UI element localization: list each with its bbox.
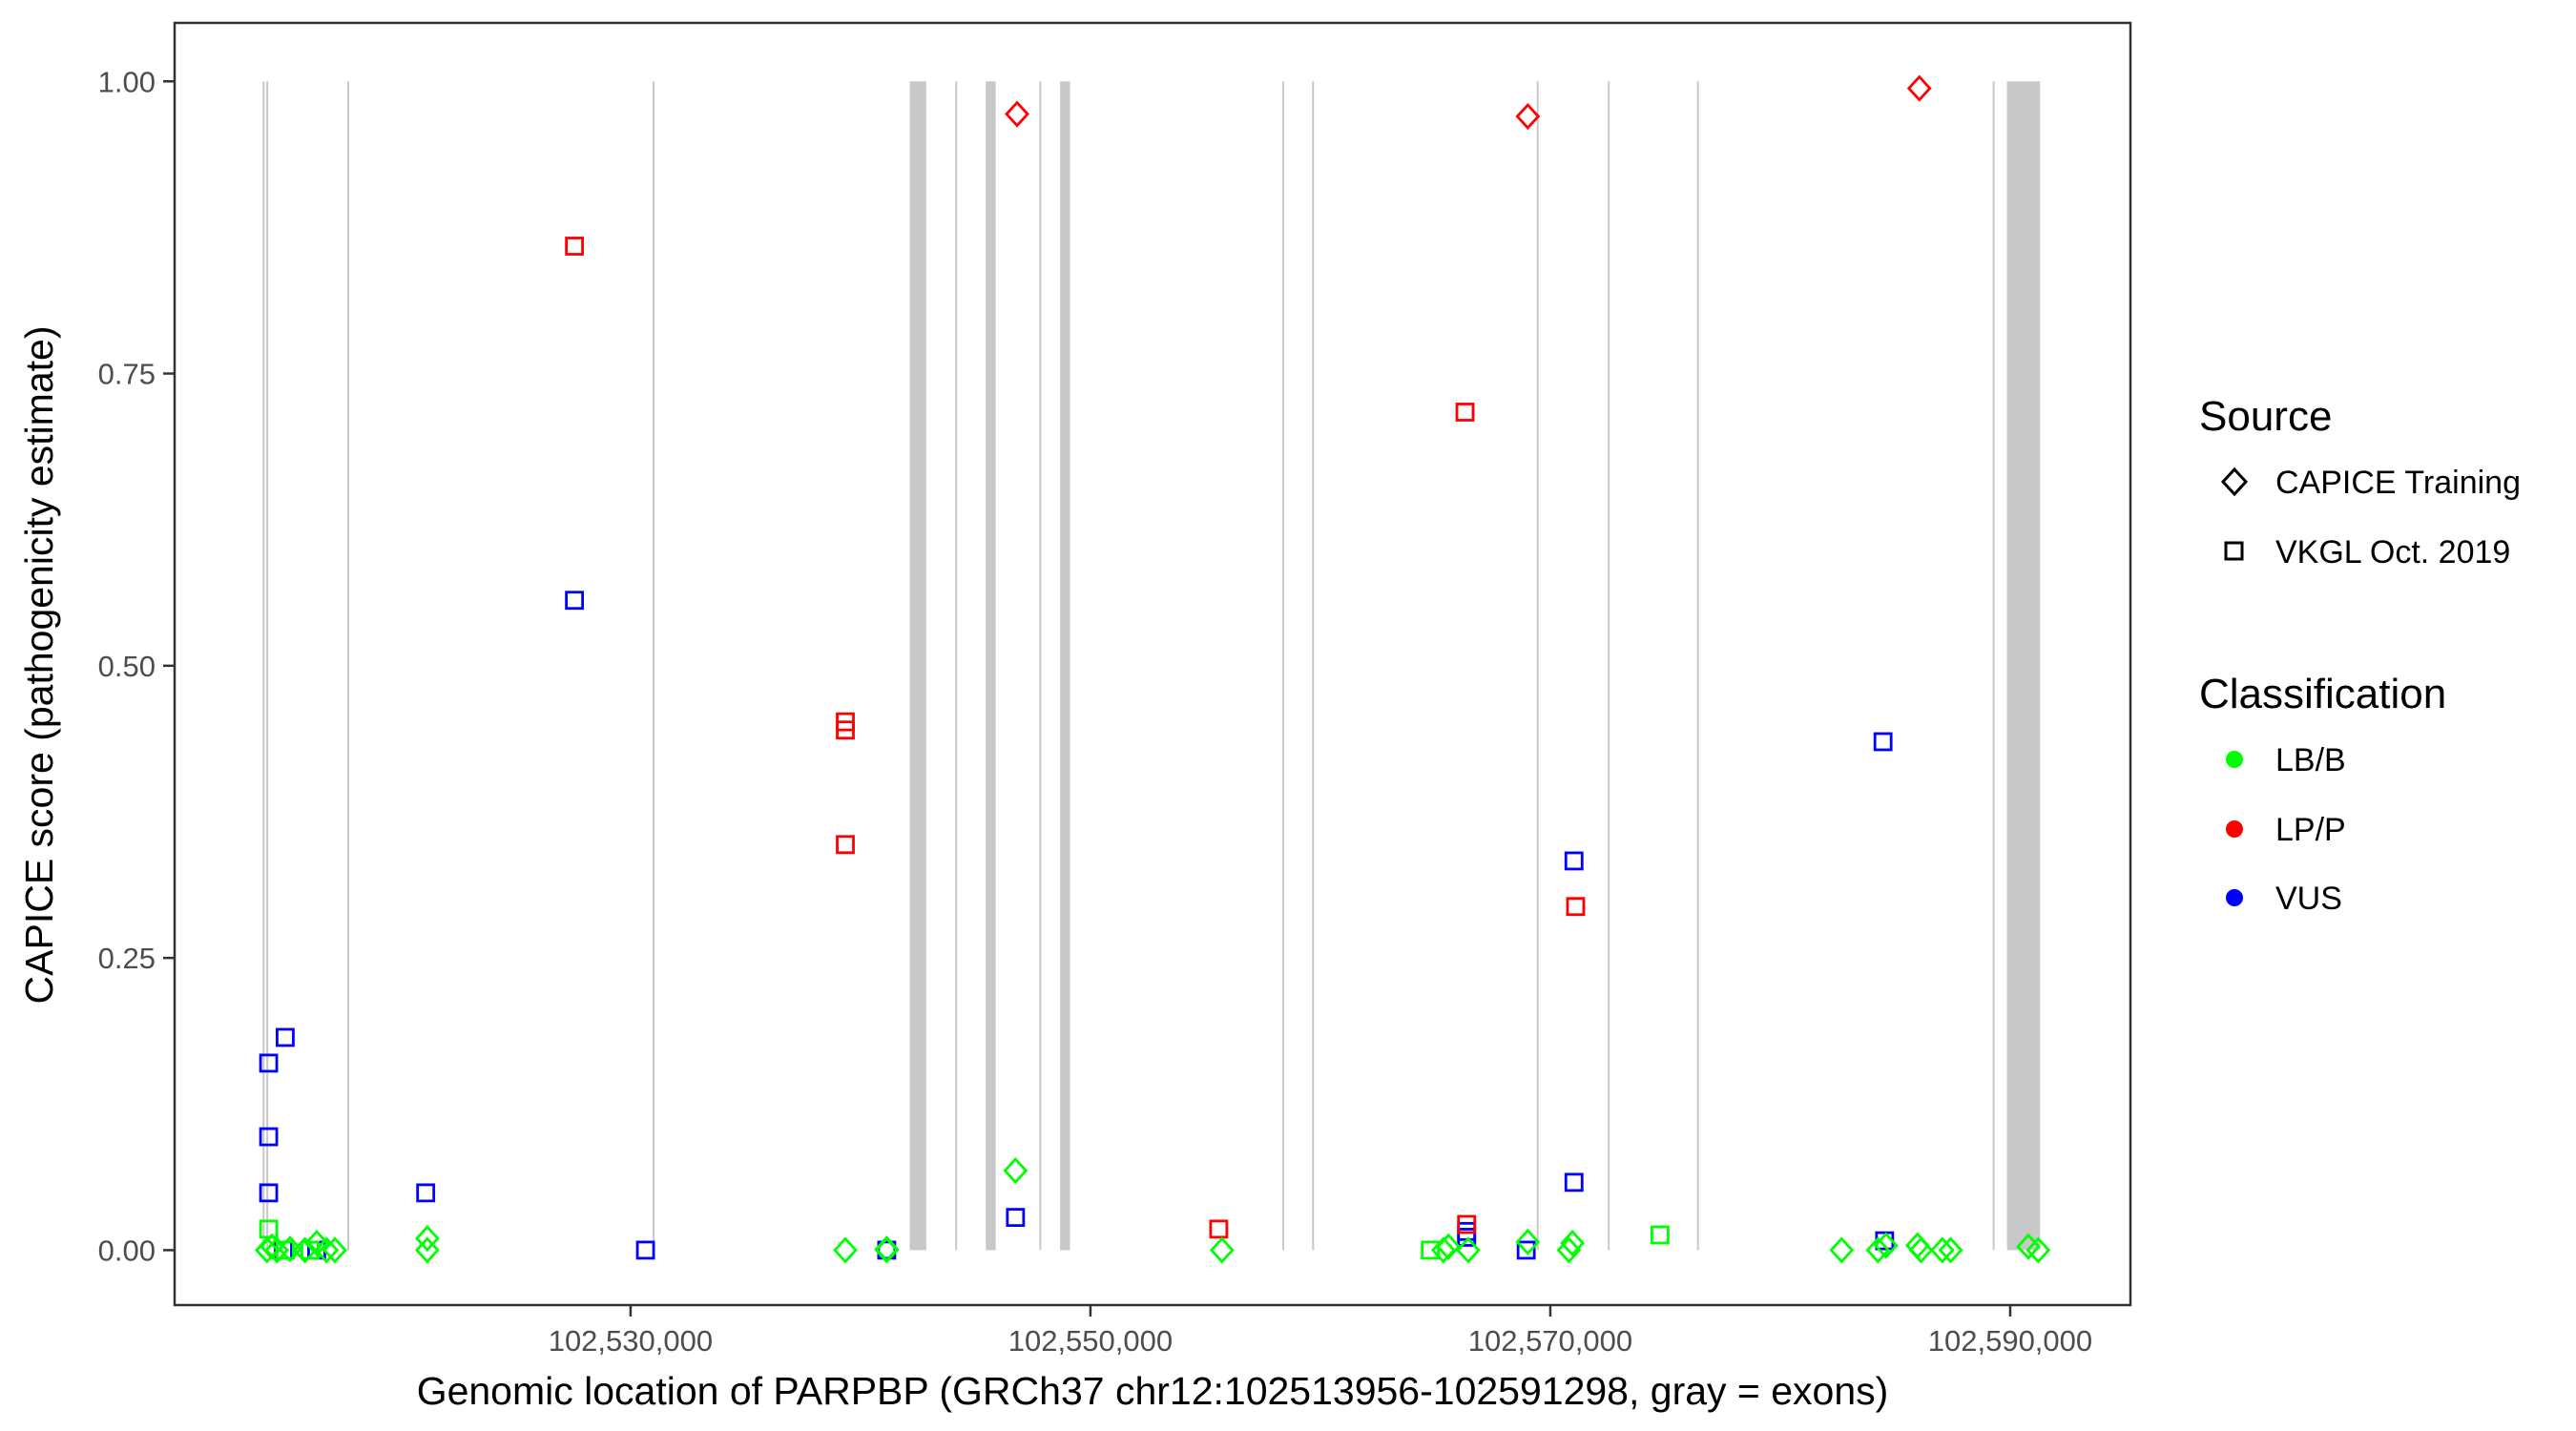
data-point-square (259, 1127, 279, 1147)
data-point-diamond (1560, 1229, 1585, 1257)
x-tick-label: 102,590,000 (1928, 1324, 2092, 1358)
exon-band (653, 81, 655, 1251)
exon-band (1608, 81, 1610, 1251)
exon-band (1039, 81, 1042, 1251)
data-point-square (1651, 1225, 1670, 1245)
data-point-diamond (1436, 1233, 1462, 1260)
data-point-diamond (1515, 102, 1541, 131)
y-tick-label: 0.25 (98, 942, 156, 975)
data-point-square (1457, 1228, 1477, 1247)
plot-panel-border (173, 21, 2132, 1307)
exon-band (262, 81, 265, 1251)
plot-panel-background (175, 23, 2130, 1305)
data-point-diamond (292, 1236, 318, 1264)
exon-band (1992, 81, 1995, 1251)
legend-title-source: Source (2199, 393, 2332, 440)
exon-band (955, 81, 958, 1251)
legend: Source CAPICE Training VKGL Oct. 2019 Cl… (2199, 393, 2521, 917)
data-point-diamond (1430, 1236, 1456, 1264)
data-point-diamond (1829, 1236, 1855, 1264)
legend-title-classification: Classification (2199, 671, 2446, 717)
legend-label-vkgl: VKGL Oct. 2019 (2275, 534, 2510, 570)
data-point-square (565, 591, 585, 611)
data-point-square (1209, 1219, 1229, 1239)
data-point-square (301, 1240, 320, 1260)
legend-dot-lbb (2226, 751, 2243, 768)
exon-bands (262, 81, 2041, 1251)
data-point-diamond (874, 1236, 900, 1264)
data-point-square (1516, 1240, 1536, 1260)
data-point-square (1006, 1208, 1026, 1228)
data-point-square (276, 1027, 295, 1047)
exon-band (2006, 81, 2041, 1251)
data-point-diamond (1456, 1236, 1481, 1264)
data-point-square (1564, 851, 1584, 871)
x-tick-label: 102,550,000 (1008, 1324, 1173, 1358)
legend-dot-lpp (2226, 820, 2243, 838)
y-tick-label: 1.00 (98, 65, 156, 98)
data-point-diamond (1005, 100, 1029, 128)
legend-label-capice-training: CAPICE Training (2275, 465, 2521, 501)
data-point-diamond (2025, 1236, 2051, 1264)
y-axis: 0.00 0.25 0.50 0.75 1.00 (98, 65, 175, 1267)
data-point-diamond (1556, 1236, 1582, 1264)
y-tick-label: 0.00 (98, 1234, 156, 1267)
exon-band (986, 81, 996, 1251)
data-point-square (1457, 1214, 1477, 1234)
data-point-square (1455, 403, 1475, 422)
data-point-square (565, 237, 585, 256)
data-point-diamond (1865, 1236, 1891, 1264)
data-point-diamond (314, 1236, 340, 1264)
data-point-diamond (1908, 1236, 1934, 1264)
data-point-diamond (414, 1236, 440, 1264)
exon-band (1696, 81, 1699, 1251)
data-point-diamond (1209, 1236, 1235, 1264)
data-point-diamond (1938, 1236, 1963, 1264)
data-point-square (1564, 1172, 1584, 1192)
data-point-diamond (260, 1233, 284, 1260)
data-points (254, 74, 2051, 1264)
data-point-diamond (264, 1236, 290, 1264)
x-axis-title: Genomic location of PARPBP (GRCh37 chr12… (417, 1369, 1889, 1413)
exon-band (1536, 81, 1539, 1251)
data-point-diamond (1873, 1232, 1899, 1259)
data-point-square (259, 1053, 279, 1073)
data-point-square (1421, 1240, 1441, 1260)
x-axis: 102,530,000 102,550,000 102,570,000 102,590… (549, 1305, 2092, 1358)
data-point-square (1566, 897, 1586, 917)
exon-band (1281, 81, 1284, 1251)
data-point-square (259, 1183, 279, 1203)
legend-square-icon (2224, 541, 2244, 561)
data-point-diamond (833, 1236, 858, 1264)
data-point-diamond (1515, 1228, 1541, 1255)
data-point-square (1873, 732, 1893, 752)
data-point-square (836, 835, 855, 855)
y-axis-title: CAPICE score (pathogenicity estimate) (17, 326, 61, 1005)
data-point-square (416, 1183, 436, 1203)
legend-diamond-icon (2220, 467, 2249, 497)
legend-label-vus: VUS (2275, 881, 2342, 917)
exon-band (1060, 81, 1070, 1251)
data-point-diamond (414, 1225, 440, 1253)
data-point-square (635, 1240, 655, 1260)
legend-dot-vus (2226, 889, 2243, 906)
data-point-diamond (304, 1229, 329, 1257)
exon-band (266, 81, 269, 1251)
legend-label-lbb: LB/B (2275, 742, 2346, 778)
data-point-diamond (278, 1235, 302, 1263)
legend-label-lpp: LP/P (2275, 812, 2346, 848)
data-point-diamond (1003, 1157, 1028, 1185)
data-point-diamond (1929, 1236, 1955, 1264)
data-point-square (836, 720, 855, 740)
exon-band (346, 81, 349, 1251)
x-tick-label: 102,570,000 (1468, 1324, 1632, 1358)
data-point-diamond (1906, 74, 1932, 102)
exon-band (909, 81, 926, 1251)
x-tick-label: 102,530,000 (549, 1324, 713, 1358)
exon-band (1312, 81, 1315, 1251)
y-tick-label: 0.50 (98, 650, 156, 683)
y-tick-label: 0.75 (98, 358, 156, 391)
data-point-diamond (322, 1236, 347, 1264)
